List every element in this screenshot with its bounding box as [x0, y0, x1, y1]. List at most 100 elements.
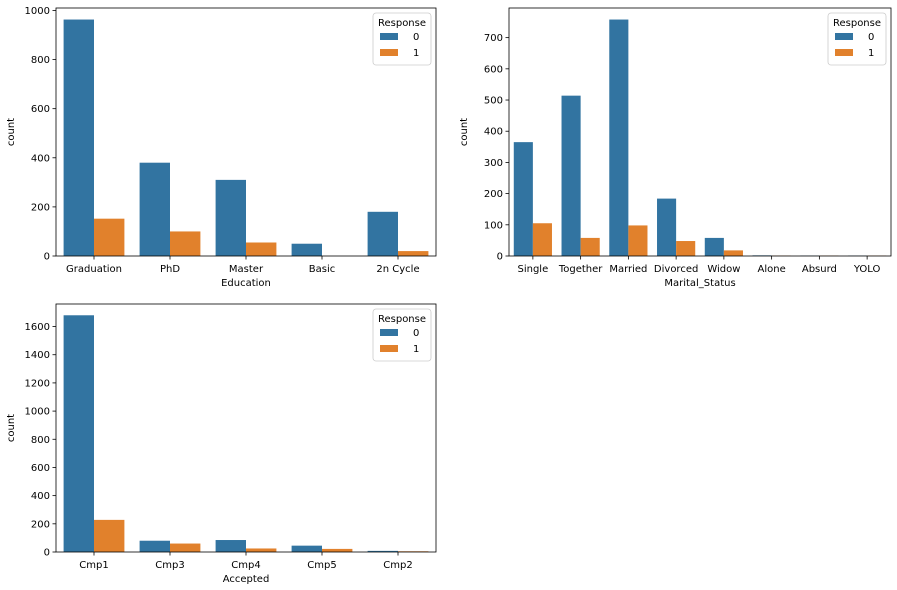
x-tick-label: Graduation [66, 264, 122, 275]
bar-cmp5-series-1 [322, 548, 353, 552]
bar-cmp1-series-0 [63, 315, 94, 552]
bar-cmp2-series-0 [367, 550, 398, 552]
bar-together-series-1 [580, 237, 600, 256]
y-tick-label: 400 [31, 491, 50, 502]
legend-label-0: 0 [413, 328, 419, 339]
x-axis-label: Accepted [223, 574, 270, 585]
bar-married-series-0 [609, 19, 629, 256]
y-tick-label: 200 [484, 189, 503, 200]
legend-swatch-1 [835, 49, 853, 56]
y-tick-label: 600 [31, 104, 50, 115]
y-tick-label: 1600 [25, 322, 50, 333]
bar-cmp4-series-0 [215, 540, 246, 552]
bar-married-series-1 [628, 225, 648, 256]
x-tick-label: Cmp3 [155, 560, 184, 571]
x-tick-label: Cmp1 [79, 560, 108, 571]
bar-single-series-0 [513, 142, 533, 256]
y-tick-label: 200 [31, 519, 50, 530]
legend: Response 0 1 [372, 12, 432, 66]
y-tick-label: 100 [484, 220, 503, 231]
bar-phd-series-0 [139, 162, 170, 256]
x-tick-label: Cmp4 [231, 560, 260, 571]
y-tick-label: 1400 [25, 350, 50, 361]
bar-single-series-1 [532, 223, 552, 256]
chart-panel-3: 0 200 400 600 800 1000 1200 1400 1600 Cmp1 Cmp3 Cmp… [6, 303, 437, 585]
bar-2n-cycle-series-1 [398, 251, 429, 256]
axes-frame [55, 7, 437, 257]
chart-panel-1: 0 200 400 600 800 1000 Graduation PhD Master Basi… [6, 6, 437, 289]
x-tick-label: Master [229, 264, 264, 275]
bar-widow-series-0 [704, 237, 724, 256]
y-tick-label: 800 [31, 435, 50, 446]
y-tick-label: 200 [31, 202, 50, 213]
y-tick-label: 1000 [25, 6, 50, 17]
legend-label-1: 1 [413, 344, 419, 355]
y-axis-label: count [6, 414, 17, 442]
legend-label-1: 1 [413, 48, 419, 59]
bar-master-series-0 [215, 179, 246, 256]
y-tick-label: 0 [44, 252, 50, 263]
legend-swatch-0 [380, 329, 398, 336]
bar-cmp4-series-1 [246, 548, 277, 552]
bar-cmp3-series-1 [170, 543, 201, 552]
y-axis-label: count [6, 118, 17, 146]
x-tick-label: 2n Cycle [376, 264, 419, 275]
legend-swatch-0 [380, 33, 398, 40]
y-tick-label: 300 [484, 158, 503, 169]
y-tick-label: 500 [484, 96, 503, 107]
bar-divorced-series-1 [676, 241, 696, 256]
bar-widow-series-1 [723, 250, 743, 256]
legend-label-0: 0 [868, 32, 874, 43]
x-tick-label: Alone [758, 264, 786, 275]
axes-frame [55, 303, 437, 553]
x-tick-label: Basic [309, 264, 335, 275]
y-axis-label: count [459, 118, 470, 146]
bar-divorced-series-0 [657, 198, 677, 256]
legend: Response 0 1 [827, 12, 887, 66]
legend: Response 0 1 [372, 308, 432, 362]
x-tick-label: Absurd [802, 264, 837, 275]
bar-cmp3-series-0 [139, 540, 170, 552]
x-tick-label: YOLO [853, 264, 881, 275]
y-tick-label: 700 [484, 33, 503, 44]
x-tick-label: PhD [160, 264, 180, 275]
x-tick-label: Married [609, 264, 647, 275]
x-tick-label: Cmp5 [307, 560, 336, 571]
y-tick-label: 600 [484, 64, 503, 75]
legend-title: Response [378, 18, 426, 29]
y-tick-label: 1200 [25, 378, 50, 389]
y-tick-label: 1000 [25, 407, 50, 418]
bar-together-series-0 [561, 95, 581, 256]
bar-cmp5-series-0 [291, 545, 322, 552]
x-axis-label: Education [221, 278, 271, 289]
y-tick-label: 800 [31, 55, 50, 66]
bar-cmp1-series-1 [94, 519, 125, 552]
legend-label-0: 0 [413, 32, 419, 43]
legend-label-1: 1 [868, 48, 874, 59]
x-tick-label: Widow [707, 264, 740, 275]
x-tick-label: Together [558, 264, 603, 275]
x-tick-label: Single [518, 264, 549, 275]
legend-title: Response [833, 18, 881, 29]
y-tick-label: 0 [44, 548, 50, 559]
chart-panel-2: 0 100 200 300 400 500 600 700 Single Together Marr… [459, 7, 892, 289]
axes-frame [508, 7, 892, 257]
x-tick-label: Cmp2 [383, 560, 412, 571]
y-tick-label: 0 [497, 252, 503, 263]
legend-swatch-1 [380, 49, 398, 56]
bar-graduation-series-1 [94, 218, 125, 256]
legend-swatch-1 [380, 345, 398, 352]
y-tick-label: 400 [484, 127, 503, 138]
legend-swatch-0 [835, 33, 853, 40]
x-axis-label: Marital_Status [664, 278, 735, 289]
bar-2n-cycle-series-0 [367, 211, 398, 256]
legend-title: Response [378, 314, 426, 325]
bar-basic-series-0 [291, 243, 322, 256]
y-tick-label: 600 [31, 463, 50, 474]
bar-master-series-1 [246, 242, 277, 256]
bar-graduation-series-0 [63, 19, 94, 257]
y-tick-label: 400 [31, 153, 50, 164]
bar-phd-series-1 [170, 231, 201, 256]
x-tick-label: Divorced [654, 264, 698, 275]
